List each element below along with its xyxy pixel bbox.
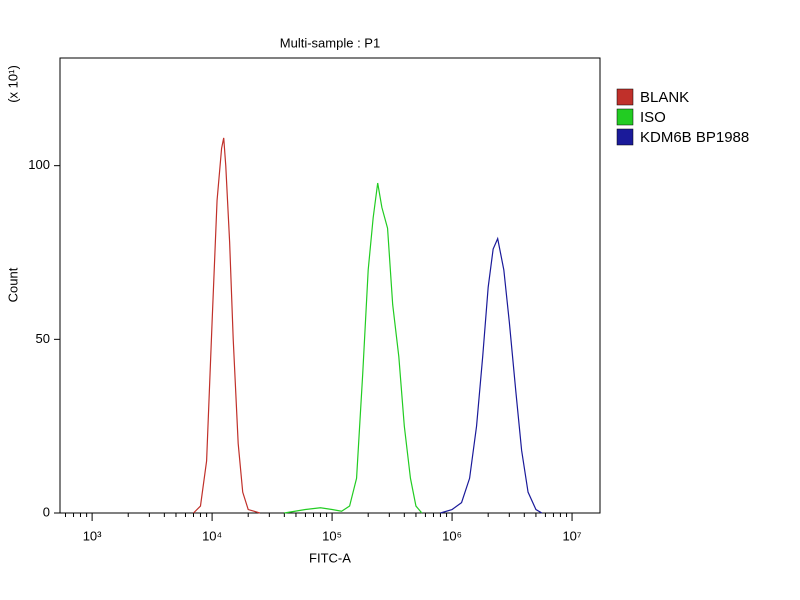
x-axis-label: FITC-A <box>309 550 351 565</box>
y-tick-label: 0 <box>43 504 50 519</box>
legend-label: ISO <box>640 109 666 126</box>
x-tick-label: 10³ <box>83 528 102 543</box>
x-tick-label: 10⁵ <box>322 528 342 543</box>
x-tick-label: 10⁴ <box>202 528 222 543</box>
y-tick-label: 50 <box>36 331 50 346</box>
x-tick-label: 10⁶ <box>442 528 462 543</box>
x-tick-label: 10⁷ <box>562 528 581 543</box>
y-axis-label: Count <box>5 267 20 302</box>
legend-swatch <box>616 88 634 106</box>
y-multiplier: (x 10¹) <box>5 65 20 103</box>
legend-label: KDM6B BP1988 <box>640 129 749 146</box>
series-line <box>284 182 423 514</box>
legend-label: BLANK <box>640 89 689 106</box>
legend-swatch <box>616 108 634 126</box>
chart-title: Multi-sample : P1 <box>280 35 380 50</box>
y-tick-label: 100 <box>28 157 50 172</box>
series-line <box>440 236 543 514</box>
plot-frame <box>59 57 601 514</box>
series-line <box>193 137 261 514</box>
legend-swatch <box>616 128 634 146</box>
